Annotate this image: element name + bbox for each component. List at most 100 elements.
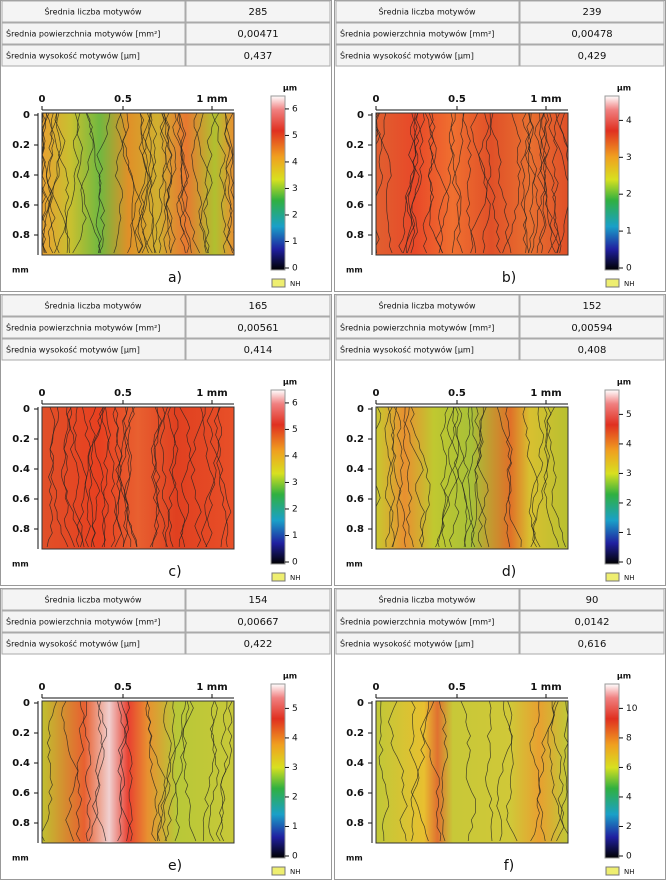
grain-boundary	[165, 407, 179, 548]
axis-unit: mm	[12, 560, 29, 569]
colorbar-unit: µm	[283, 378, 297, 387]
grain-boundary	[543, 407, 560, 548]
grain-boundary	[49, 407, 69, 548]
grain-boundary	[559, 113, 568, 150]
y-tick-label: 0	[23, 698, 30, 709]
table-value: 0,437	[244, 51, 273, 62]
table-value: 285	[248, 7, 267, 18]
x-tick-label: 1 mm	[530, 94, 561, 105]
grain-boundary	[503, 701, 518, 842]
grain-boundary	[171, 701, 180, 842]
grain-boundary	[403, 407, 425, 548]
table-cell	[185, 22, 331, 45]
grain-boundary	[520, 113, 532, 254]
table-cell	[335, 610, 520, 633]
colorbar-tick-label: 3	[626, 469, 632, 479]
table-cell	[335, 316, 520, 339]
grain-boundary	[505, 407, 522, 548]
legend-swatch	[605, 278, 620, 288]
colorbar-tick-label: 3	[292, 184, 298, 194]
grain-boundary	[550, 701, 568, 842]
y-tick-label: 0.6	[346, 788, 364, 799]
grain-boundary	[441, 407, 463, 548]
grain-boundary	[436, 407, 449, 548]
table-cell	[185, 0, 331, 23]
grain-boundary	[92, 701, 107, 842]
y-tick-label: 0.4	[346, 758, 364, 769]
table-cell	[1, 294, 186, 317]
colorbar-tick-label: 0	[626, 264, 632, 274]
grain-boundary	[402, 407, 414, 548]
table-value: 0,00561	[237, 323, 278, 334]
table-cell	[1, 588, 186, 611]
map-frame	[375, 700, 569, 844]
table-cell	[335, 294, 520, 317]
legend-label: NH	[624, 868, 635, 876]
grain-boundary	[541, 113, 560, 254]
grain-boundary	[137, 113, 158, 254]
table-cell	[1, 632, 186, 655]
grain-boundary	[145, 701, 158, 842]
grain-boundary	[42, 701, 58, 842]
table-value: 0,616	[578, 639, 607, 650]
colorbar-tick-label: 5	[292, 704, 298, 714]
y-tick-label: 0	[357, 698, 364, 709]
axis-unit: mm	[12, 854, 29, 863]
colorbar-unit: µm	[617, 378, 631, 387]
colorbar-tick-label: 0	[292, 558, 298, 568]
x-tick-label: 0	[39, 682, 46, 693]
grain-boundary	[376, 113, 381, 146]
legend-swatch	[605, 866, 620, 876]
grain-boundary	[117, 701, 133, 842]
grain-boundary	[156, 701, 172, 842]
y-tick-label: 0.4	[346, 170, 364, 181]
y-tick-label: 0.8	[346, 524, 364, 535]
grain-boundary	[552, 113, 562, 254]
grain-boundary	[448, 113, 462, 254]
table-label: Średnia liczba motywów	[378, 6, 475, 17]
panel-label: e)	[168, 858, 182, 874]
grain-boundary	[391, 407, 402, 548]
panel-label: c)	[168, 564, 181, 580]
grain-boundary	[158, 113, 177, 254]
x-tick-label: 0.5	[114, 388, 132, 399]
grain-boundary	[463, 407, 481, 548]
colorbar	[604, 389, 620, 565]
table-value: 152	[582, 301, 601, 312]
colorbar-tick-label: 4	[626, 439, 632, 449]
grain-boundary	[191, 113, 210, 254]
colorbar-unit: µm	[283, 672, 297, 681]
table-label: Średnia wysokość motywów [µm]	[340, 344, 474, 355]
grain-boundary	[88, 701, 105, 842]
table-label: Średnia powierzchnia motywów [mm²]	[340, 616, 494, 627]
table-cell	[185, 316, 331, 339]
grain-boundary	[56, 113, 70, 254]
table-cell	[519, 338, 665, 361]
grain-boundary	[63, 407, 75, 548]
grain-boundary	[65, 701, 87, 842]
colorbar-tick-label: 4	[626, 792, 632, 802]
colorbar-tick-label: 1	[292, 822, 298, 832]
grain-boundary	[402, 113, 418, 254]
table-cell	[519, 294, 665, 317]
panel: Średnia liczba motywów 90 Średnia powierzc…	[334, 588, 666, 880]
grain-boundaries	[46, 407, 232, 548]
table-cell	[1, 316, 186, 339]
table-value: 154	[248, 595, 267, 606]
grain-boundary	[215, 701, 233, 842]
y-tick-label: 0.8	[346, 230, 364, 241]
legend-swatch	[271, 278, 286, 288]
table-cell	[335, 338, 520, 361]
colorbar-tick-label: 2	[292, 210, 298, 220]
table-cell	[185, 44, 331, 67]
y-tick-label: 0.4	[12, 758, 30, 769]
y-tick-label: 0	[357, 110, 364, 121]
grain-boundary	[478, 113, 501, 254]
y-tick-label: 0.2	[346, 434, 364, 445]
grain-boundary	[101, 407, 111, 548]
colorbar	[604, 95, 620, 271]
y-tick-label: 0.2	[346, 728, 364, 739]
grain-boundary	[530, 113, 546, 254]
colorbar	[270, 683, 286, 859]
